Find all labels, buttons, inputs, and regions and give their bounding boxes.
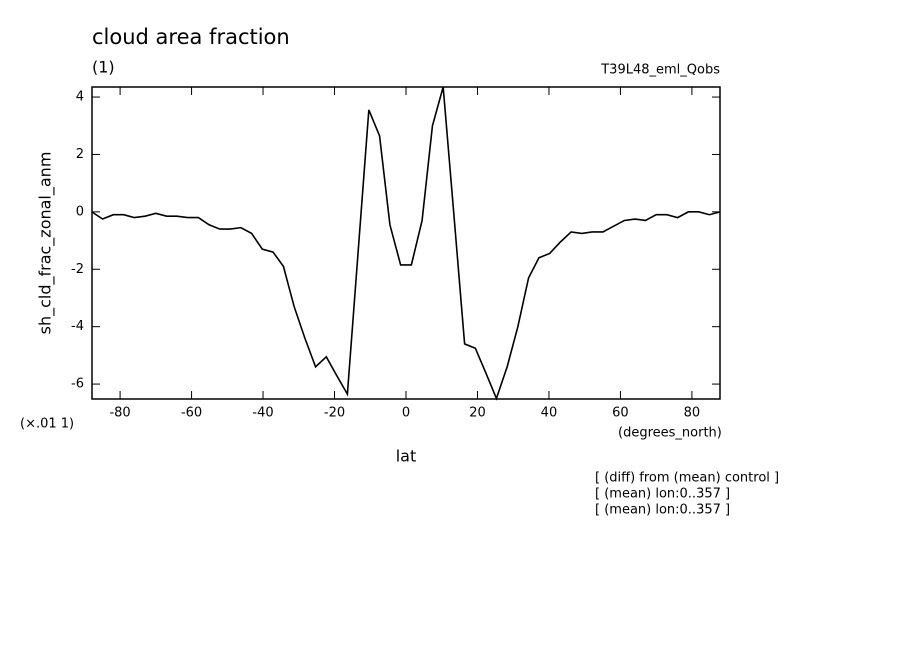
y-tick-label: 0 (76, 204, 84, 219)
x-tick-label: 0 (402, 406, 410, 421)
plot-frame (91, 86, 721, 400)
chart-title: cloud area fraction (92, 25, 290, 49)
x-units: (degrees_north) (618, 426, 722, 441)
y-axis-label: sh_cld_frac_zonal_anm (36, 152, 56, 335)
data-line (91, 86, 721, 401)
y-tick-label: -2 (71, 262, 84, 277)
y-tick-label: -6 (71, 377, 84, 392)
x-tick-label: 60 (612, 406, 629, 421)
x-tick-label: -60 (181, 406, 202, 421)
y-scale-label: (×.01 1) (20, 417, 74, 432)
y-tick-label: 4 (76, 90, 84, 105)
x-tick-label: -40 (252, 406, 273, 421)
subtitle: (1) (92, 58, 115, 77)
x-axis-label: lat (396, 447, 417, 466)
y-tick-label: -4 (71, 319, 84, 334)
note: [ (mean) lon:0..357 ] (595, 487, 730, 502)
x-tick-label: -20 (324, 406, 345, 421)
run-label: T39L48_eml_Qobs (600, 63, 720, 78)
x-tick-label: 40 (541, 406, 558, 421)
x-tick-label: 20 (469, 406, 486, 421)
note: [ (mean) lon:0..357 ] (595, 503, 730, 518)
note: [ (diff) from (mean) control ] (595, 471, 779, 486)
y-tick-label: 2 (76, 147, 84, 162)
x-tick-label: -80 (109, 406, 130, 421)
x-tick-label: 80 (684, 406, 701, 421)
